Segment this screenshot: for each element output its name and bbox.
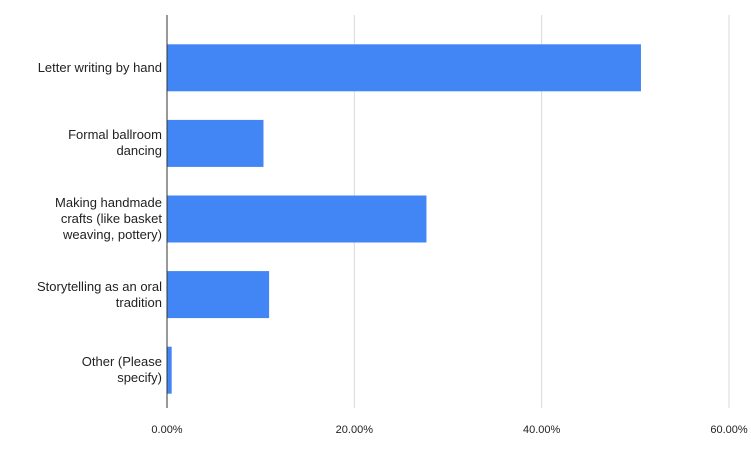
bar bbox=[167, 195, 427, 243]
x-tick-label: 0.00% bbox=[151, 424, 183, 436]
y-tick-label: Formal ballroom dancing bbox=[68, 127, 162, 159]
x-tick-label: 60.00% bbox=[710, 424, 748, 436]
bar bbox=[167, 119, 264, 167]
bar bbox=[167, 271, 270, 319]
y-tick-label: Letter writing by hand bbox=[37, 59, 162, 75]
y-tick-label: Other (Please specify) bbox=[81, 354, 162, 386]
y-tick-label: Making handmade crafts (like basket weav… bbox=[55, 195, 162, 242]
y-tick-label: Storytelling as an oral tradition bbox=[36, 278, 162, 310]
x-tick-label: 40.00% bbox=[523, 424, 561, 436]
bar bbox=[167, 346, 172, 394]
x-tick-label: 20.00% bbox=[335, 424, 373, 436]
bar bbox=[167, 44, 641, 92]
